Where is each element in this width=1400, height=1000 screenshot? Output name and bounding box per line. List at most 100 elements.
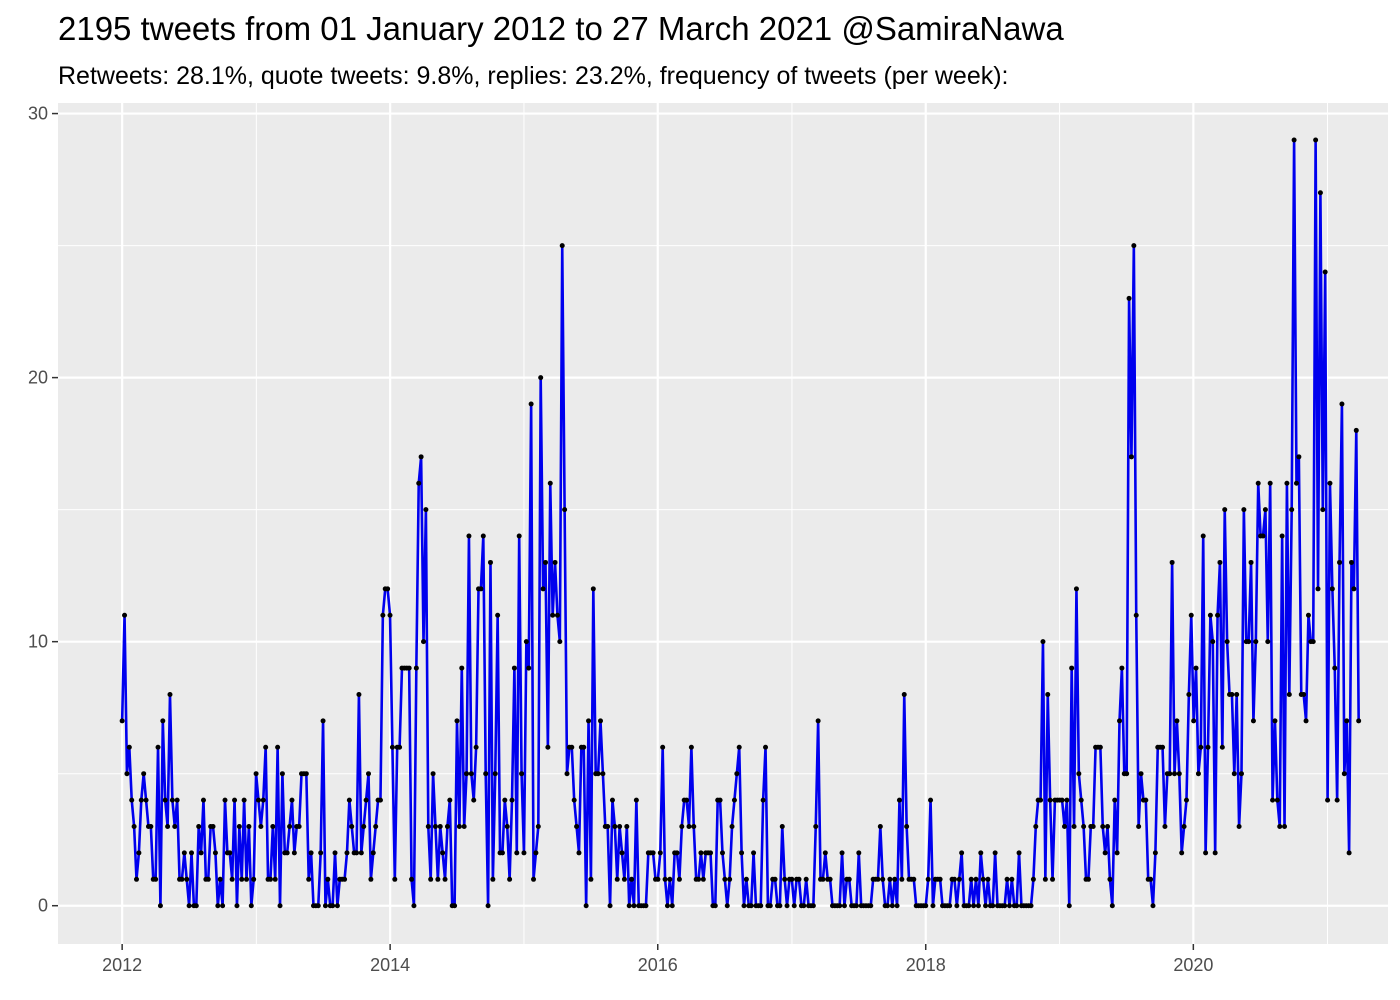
data-point [361, 824, 367, 829]
data-point [1344, 718, 1350, 724]
data-point [255, 797, 261, 803]
data-point [217, 876, 223, 882]
data-point [815, 718, 821, 724]
data-point [287, 824, 293, 829]
data-point [1282, 824, 1288, 829]
data-point [600, 771, 606, 777]
data-point [1117, 718, 1122, 724]
data-point [959, 850, 965, 856]
data-point [456, 824, 462, 829]
data-point [1356, 718, 1362, 724]
data-point [165, 824, 171, 829]
data-point [564, 771, 570, 777]
data-point [696, 876, 702, 882]
data-point [531, 876, 537, 882]
data-point [559, 243, 565, 249]
data-point [380, 612, 386, 618]
data-point [487, 559, 493, 565]
data-point [363, 797, 369, 803]
y-tick-label: 20 [28, 368, 48, 388]
data-point [547, 480, 553, 486]
data-point [220, 903, 226, 909]
data-point [471, 797, 477, 803]
data-point [523, 639, 529, 645]
data-point [289, 797, 295, 803]
data-point [514, 850, 520, 856]
data-point [760, 797, 766, 803]
data-point [1042, 876, 1048, 882]
data-point [196, 824, 202, 829]
data-point [519, 771, 525, 777]
data-point [801, 903, 807, 909]
data-point [877, 824, 883, 829]
data-point [662, 876, 668, 882]
data-point [153, 876, 159, 882]
data-point [239, 876, 245, 882]
data-point [621, 876, 627, 882]
data-point [1181, 824, 1187, 829]
data-point [421, 639, 427, 645]
data-point [425, 824, 431, 829]
data-point [1272, 718, 1278, 724]
data-point [980, 876, 986, 882]
data-point [1305, 612, 1311, 618]
data-point [229, 876, 235, 882]
data-point [119, 718, 125, 724]
data-point [612, 824, 618, 829]
data-point [236, 824, 242, 829]
data-point [887, 876, 893, 882]
data-point [552, 559, 558, 565]
data-point [141, 771, 147, 777]
data-point [1136, 824, 1142, 829]
data-point [538, 375, 544, 381]
data-point [667, 876, 673, 882]
data-point [349, 824, 355, 829]
data-point [325, 876, 331, 882]
data-point [590, 586, 596, 592]
data-point [975, 903, 981, 909]
data-point [1006, 903, 1012, 909]
data-point [1346, 850, 1352, 856]
data-point [784, 903, 790, 909]
data-point [234, 903, 240, 909]
data-point [813, 824, 819, 829]
data-point [1248, 559, 1254, 565]
data-point [389, 744, 395, 750]
data-point [827, 876, 833, 882]
data-point [248, 903, 254, 909]
data-point [889, 903, 895, 909]
data-point [655, 876, 661, 882]
data-point [856, 850, 862, 856]
data-point [1169, 559, 1175, 565]
data-point [227, 850, 233, 856]
data-point [609, 797, 615, 803]
data-point [1212, 850, 1218, 856]
data-point [1203, 850, 1209, 856]
chart-title: 2195 tweets from 01 January 2012 to 27 M… [58, 10, 1064, 47]
data-point [267, 876, 273, 882]
data-point [129, 797, 135, 803]
data-point [724, 903, 730, 909]
data-point [521, 850, 527, 856]
data-point [875, 876, 881, 882]
data-point [966, 903, 972, 909]
data-point [1200, 533, 1206, 539]
data-point [1222, 507, 1228, 513]
data-point [468, 771, 474, 777]
data-point [973, 876, 979, 882]
data-point [167, 691, 173, 697]
data-point [1205, 744, 1211, 750]
data-point [1152, 850, 1158, 856]
data-point [1241, 507, 1247, 513]
data-point [1270, 797, 1276, 803]
data-point [435, 876, 441, 882]
data-point [1351, 586, 1357, 592]
data-point [1009, 876, 1015, 882]
data-point [136, 850, 142, 856]
data-point [409, 876, 415, 882]
data-point [1014, 903, 1020, 909]
data-point [1176, 771, 1182, 777]
data-point [416, 480, 422, 486]
data-point [330, 903, 336, 909]
data-point [473, 744, 479, 750]
